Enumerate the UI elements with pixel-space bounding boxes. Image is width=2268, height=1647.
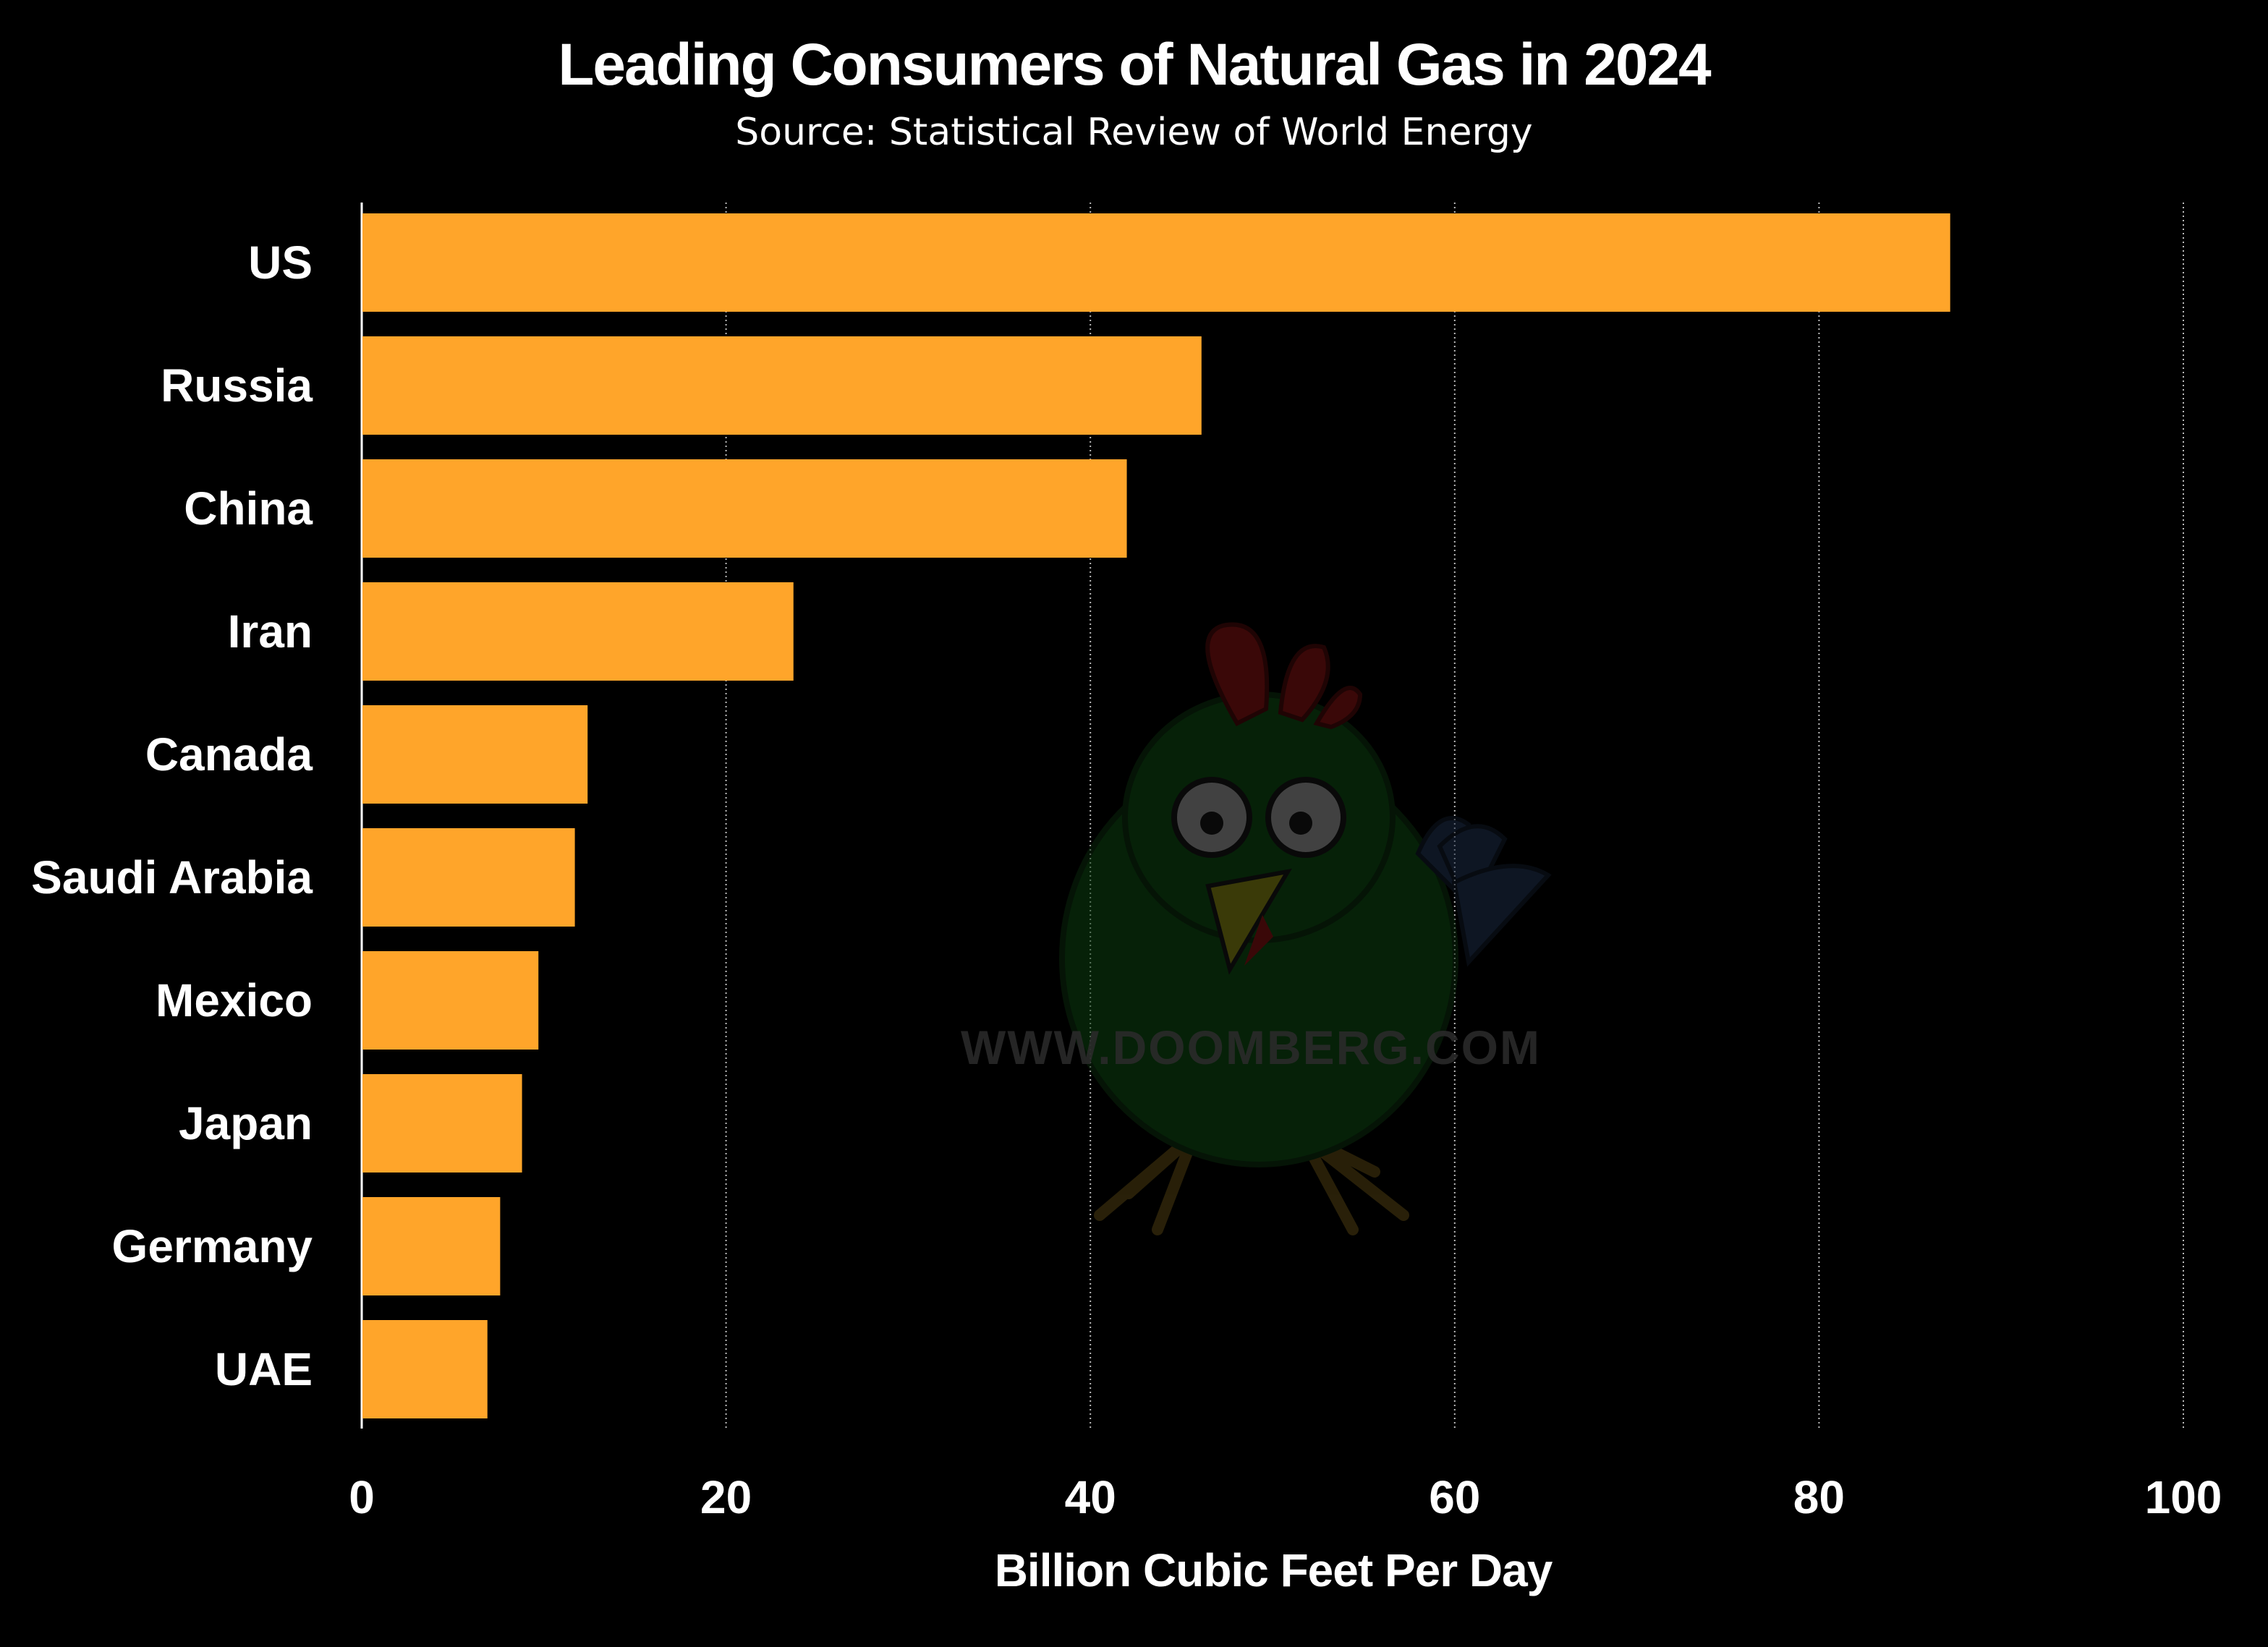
bar: [362, 1320, 488, 1418]
chart-subtitle: Source: Statistical Review of World Ener…: [735, 111, 1533, 154]
x-tick-label: 80: [1793, 1471, 1845, 1523]
category-label: US: [248, 237, 313, 289]
bar: [362, 1197, 501, 1295]
doomberg-chicken-mascot-icon: [1059, 622, 1552, 1235]
bar: [362, 951, 539, 1050]
bars: [362, 213, 1950, 1418]
bar: [362, 705, 588, 804]
category-label: Japan: [179, 1097, 313, 1149]
x-tick-label: 60: [1429, 1471, 1480, 1523]
category-label: Germany: [112, 1220, 313, 1272]
category-label: UAE: [215, 1343, 313, 1395]
x-tick-label: 20: [700, 1471, 752, 1523]
chart-title: Leading Consumers of Natural Gas in 2024: [558, 32, 1711, 98]
bar: [362, 1074, 522, 1173]
x-tick-label: 0: [349, 1471, 375, 1523]
category-label: Saudi Arabia: [31, 851, 313, 903]
category-label: Canada: [145, 728, 313, 780]
bar: [362, 336, 1202, 435]
category-labels: US Russia China Iran Canada Saudi Arabia Mexic…: [31, 237, 313, 1395]
bar: [362, 582, 794, 681]
category-label: Mexico: [156, 974, 313, 1026]
category-label: Russia: [161, 359, 313, 412]
x-tick-label: 100: [2145, 1471, 2222, 1523]
x-tick-label: 40: [1065, 1471, 1116, 1523]
bar: [362, 213, 1950, 312]
category-label: China: [184, 482, 313, 535]
watermark-text: WWW.DOOMBERG.COM: [961, 1021, 1541, 1074]
category-label: Iran: [228, 605, 313, 657]
x-axis-title: Billion Cubic Feet Per Day: [995, 1544, 1553, 1596]
bar: [362, 459, 1127, 558]
bar: [362, 828, 575, 927]
x-tick-labels: 0 20 40 60 80 100: [349, 1471, 2222, 1523]
